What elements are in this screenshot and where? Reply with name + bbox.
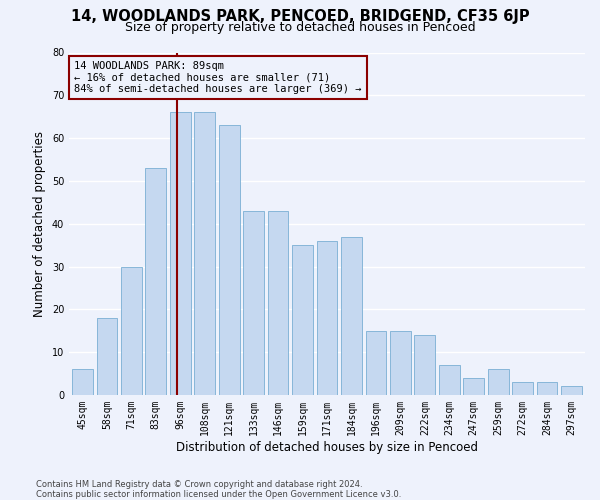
Bar [317, 241, 337, 395]
Bar [561, 386, 582, 395]
Bar [463, 378, 484, 395]
Bar [537, 382, 557, 395]
Bar [268, 211, 289, 395]
Bar [415, 335, 435, 395]
Bar [170, 112, 191, 395]
Bar [194, 112, 215, 395]
X-axis label: Distribution of detached houses by size in Pencoed: Distribution of detached houses by size … [176, 440, 478, 454]
Bar [97, 318, 117, 395]
Bar [292, 245, 313, 395]
Text: 14 WOODLANDS PARK: 89sqm
← 16% of detached houses are smaller (71)
84% of semi-d: 14 WOODLANDS PARK: 89sqm ← 16% of detach… [74, 61, 362, 94]
Bar [219, 126, 239, 395]
Bar [145, 168, 166, 395]
Bar [72, 370, 93, 395]
Bar [243, 211, 264, 395]
Y-axis label: Number of detached properties: Number of detached properties [33, 130, 46, 317]
Bar [341, 236, 362, 395]
Bar [439, 365, 460, 395]
Bar [488, 370, 509, 395]
Bar [121, 266, 142, 395]
Bar [390, 331, 411, 395]
Bar [365, 331, 386, 395]
Bar [512, 382, 533, 395]
Text: 14, WOODLANDS PARK, PENCOED, BRIDGEND, CF35 6JP: 14, WOODLANDS PARK, PENCOED, BRIDGEND, C… [71, 9, 529, 24]
Text: Contains HM Land Registry data © Crown copyright and database right 2024.
Contai: Contains HM Land Registry data © Crown c… [36, 480, 401, 499]
Text: Size of property relative to detached houses in Pencoed: Size of property relative to detached ho… [125, 22, 475, 35]
